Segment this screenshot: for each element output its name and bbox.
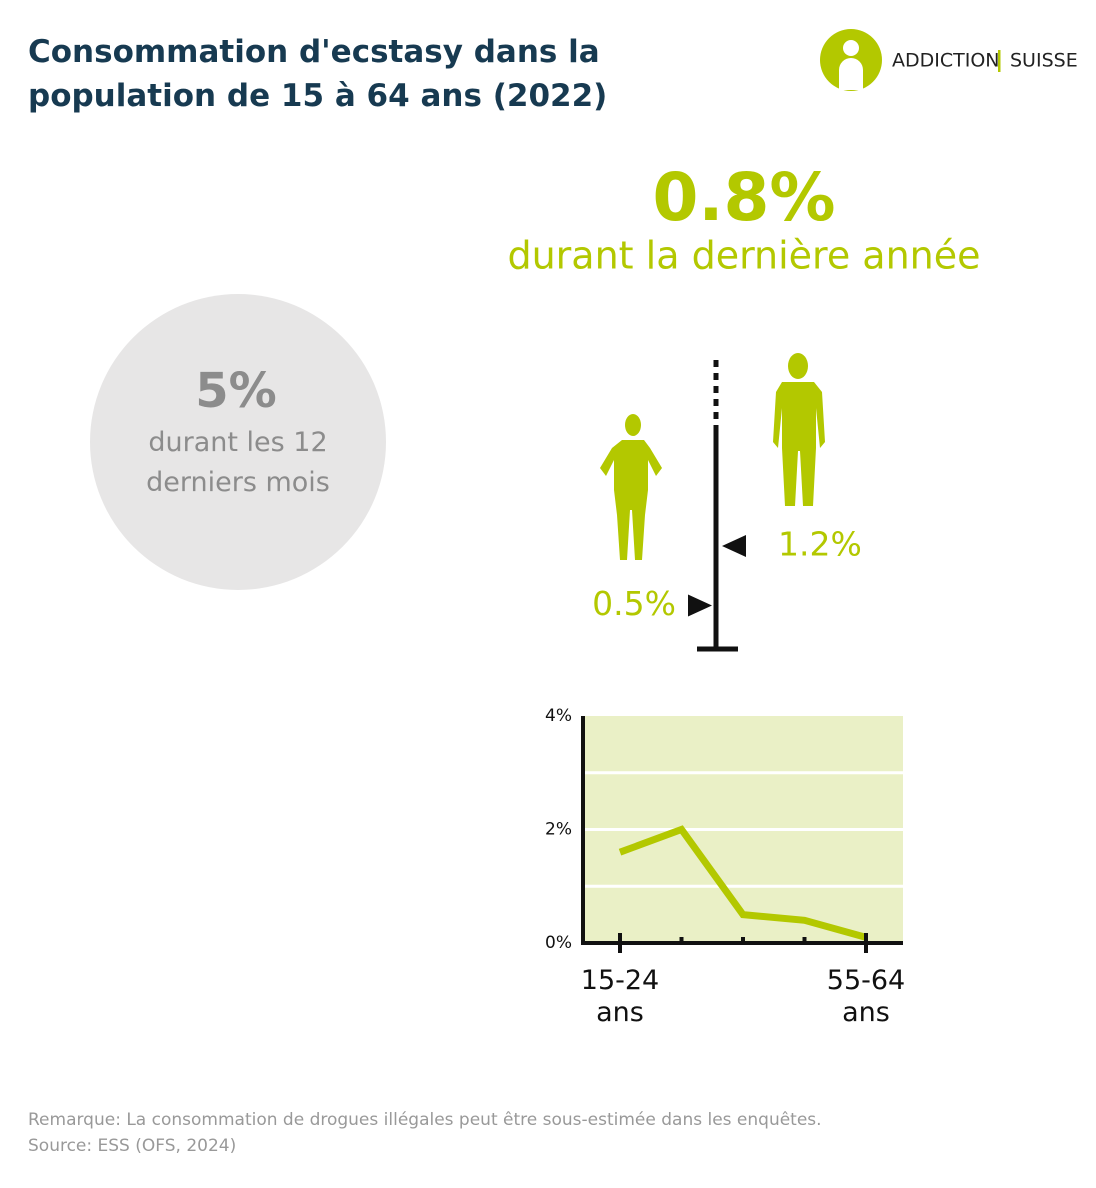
logo-icon xyxy=(839,58,863,90)
logo-icon xyxy=(843,40,859,56)
circle-text: durant les 12 derniers mois xyxy=(146,427,330,498)
y-tick-label: 2% xyxy=(545,820,572,840)
title: Consommation d'ecstasy dans la populatio… xyxy=(28,34,608,114)
circle-value: 5% xyxy=(195,363,277,419)
source: Source: ESS (OFS, 2024) xyxy=(28,1136,237,1156)
men-label: 1.2% xyxy=(778,525,862,564)
circle xyxy=(90,294,386,590)
logo-text: SUISSE xyxy=(1010,50,1078,72)
x-tick-label: 15-24 ans xyxy=(580,965,660,1028)
y-tick-label: 4% xyxy=(545,706,572,726)
headline-text: durant la dernière année xyxy=(507,234,980,278)
x-tick-label: 55-64 ans xyxy=(826,965,906,1028)
logo-text: ADDICTION xyxy=(892,50,1000,72)
men-marker xyxy=(722,535,746,557)
note: Remarque: La consommation de drogues ill… xyxy=(28,1110,822,1130)
woman-icon xyxy=(600,414,662,560)
women-label: 0.5% xyxy=(592,584,676,623)
logo-divider xyxy=(998,50,1001,72)
women-marker xyxy=(688,594,712,617)
headline-value: 0.8% xyxy=(652,159,835,236)
man-icon xyxy=(773,353,825,506)
data-line xyxy=(618,825,867,941)
y-tick-label: 0% xyxy=(545,933,572,953)
